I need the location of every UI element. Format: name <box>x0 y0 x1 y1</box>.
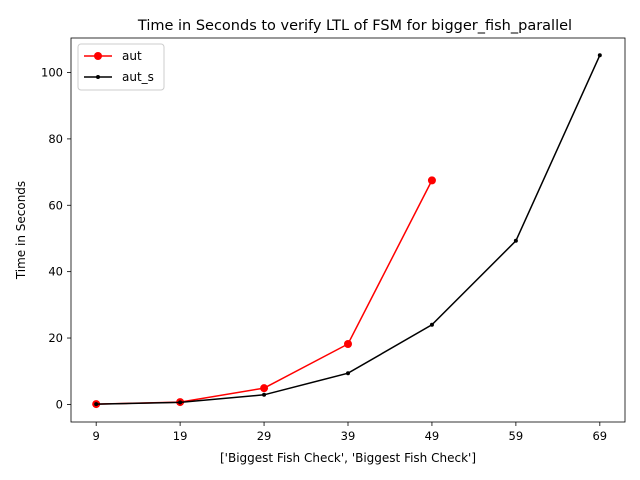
x-axis-label: ['Biggest Fish Check', 'Biggest Fish Che… <box>220 451 476 465</box>
y-tick-label: 80 <box>48 132 63 146</box>
data-point-aut_s <box>178 400 183 405</box>
x-tick-label: 49 <box>425 429 440 443</box>
y-axis: 0 20 40 60 80 100 <box>41 66 71 411</box>
x-tick-label: 59 <box>509 429 524 443</box>
legend-marker-aut <box>94 52 102 60</box>
data-point-aut_s <box>262 392 267 397</box>
legend: aut aut_s <box>77 43 165 91</box>
x-tick-label: 69 <box>592 429 607 443</box>
y-tick-label: 0 <box>56 397 63 411</box>
legend-label-aut: aut <box>122 49 142 63</box>
data-point-aut <box>344 340 352 349</box>
x-tick-label: 29 <box>257 429 272 443</box>
data-point-aut <box>427 176 436 185</box>
data-point-aut_s <box>429 322 434 327</box>
legend-label-aut_s: aut_s <box>122 70 154 84</box>
data-point-aut_s <box>513 238 518 243</box>
y-tick-label: 60 <box>48 198 63 212</box>
x-tick-label: 9 <box>93 429 100 443</box>
series-line-aut <box>96 180 433 405</box>
data-point-aut_s <box>597 53 602 58</box>
y-tick-label: 20 <box>48 331 63 345</box>
y-tick-label: 40 <box>48 265 63 279</box>
plot-area <box>70 37 626 423</box>
y-axis-label: Time in Seconds <box>14 181 28 280</box>
chart-title: Time in Seconds to verify LTL of FSM for… <box>137 18 572 34</box>
x-tick-label: 19 <box>173 429 188 443</box>
data-point-aut_s <box>94 402 99 407</box>
series-line-aut_s <box>96 54 601 405</box>
series-layer <box>92 53 602 409</box>
x-tick-label: 39 <box>341 429 356 443</box>
legend-marker-aut_s <box>96 75 100 79</box>
data-point-aut_s <box>346 371 350 376</box>
x-axis: 9 19 29 39 49 59 69 <box>93 422 607 443</box>
plot-frame <box>70 37 626 423</box>
data-point-aut <box>260 384 269 393</box>
y-tick-label: 100 <box>41 66 63 80</box>
